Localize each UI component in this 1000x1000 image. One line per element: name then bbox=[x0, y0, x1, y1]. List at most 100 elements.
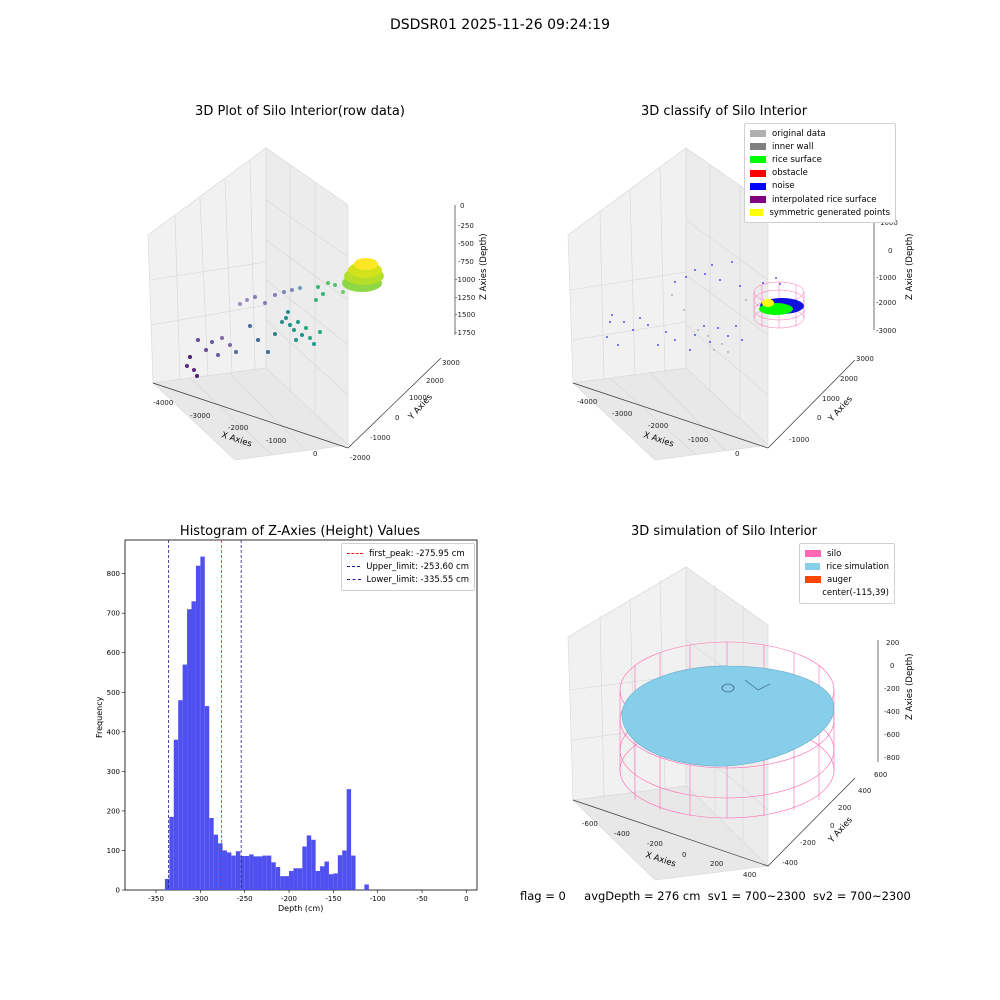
legend-label: first_peak: -275.95 cm bbox=[369, 548, 465, 559]
legend-label: original data bbox=[772, 128, 826, 139]
histogram-ytick-label: 800 bbox=[107, 570, 120, 578]
histogram-xtick-label: -300 bbox=[192, 895, 208, 903]
raw-ztick: -500 bbox=[458, 240, 474, 248]
legend-item: first_peak: -275.95 cm bbox=[347, 547, 469, 560]
histogram-bar bbox=[164, 878, 170, 890]
legend-label: silo bbox=[827, 548, 842, 559]
raw-plot-title: 3D Plot of Silo Interior(row data) bbox=[195, 104, 405, 119]
histogram-ylabel: Frequency bbox=[95, 696, 104, 738]
histogram-xtick-label: -200 bbox=[281, 895, 297, 903]
legend-item: Upper_limit: -253.60 cm bbox=[347, 560, 469, 573]
raw-3d-plot: -4000 -3000 -2000 -1000 0 -2000 -1000 0 … bbox=[147, 147, 489, 462]
raw-3d-ticks: -4000 -3000 -2000 -1000 0 -2000 -1000 0 … bbox=[153, 202, 475, 462]
legend-swatch bbox=[750, 182, 766, 190]
simulation-xtick: -400 bbox=[614, 830, 630, 838]
histogram-bar bbox=[364, 884, 369, 890]
raw-ytick: 1000 bbox=[409, 394, 427, 402]
histogram-bar bbox=[209, 818, 214, 890]
classify-zlabel: Z Axies (Depth) bbox=[905, 233, 915, 300]
legend-swatch bbox=[347, 566, 361, 568]
raw-xtick: -1000 bbox=[266, 437, 286, 445]
legend-label: Upper_limit: -253.60 cm bbox=[366, 561, 469, 572]
legend-item: symmetric generated points bbox=[750, 206, 890, 219]
histogram-frame bbox=[124, 539, 478, 891]
simulation-ytick: 0 bbox=[830, 822, 834, 830]
simulation-ytick: -200 bbox=[800, 839, 816, 847]
legend-swatch bbox=[750, 196, 766, 204]
simulation-legend: silo rice simulation auger center(-115,3… bbox=[799, 543, 895, 604]
legend-swatch bbox=[750, 156, 766, 164]
raw-ytick: -2000 bbox=[350, 454, 370, 462]
simulation-plot-title: 3D simulation of Silo Interior bbox=[631, 524, 817, 539]
raw-xtick: 0 bbox=[313, 450, 317, 458]
histogram-bar bbox=[280, 876, 285, 890]
raw-ztick: -750 bbox=[458, 258, 474, 266]
raw-xtick: -3000 bbox=[190, 412, 210, 420]
histogram-bar bbox=[222, 850, 227, 890]
histogram-bar bbox=[178, 700, 183, 890]
classify-xtick: 0 bbox=[735, 450, 739, 458]
raw-ztick: -1250 bbox=[455, 294, 475, 302]
simulation-zlabel: Z Axies (Depth) bbox=[905, 653, 915, 720]
histogram-bar bbox=[306, 835, 312, 890]
simulation-ytick: 400 bbox=[858, 787, 871, 795]
legend-item: auger bbox=[805, 573, 889, 586]
classify-3d-axes bbox=[572, 222, 875, 449]
sv2-text: sv2 = 700~2300 bbox=[812, 889, 911, 903]
raw-scatter-points bbox=[185, 278, 349, 378]
histogram-xtick-label: 0 bbox=[464, 895, 468, 903]
legend-label: interpolated rice surface bbox=[772, 194, 877, 205]
flag-text: flag = 0 bbox=[520, 889, 566, 903]
histogram-bar bbox=[253, 856, 258, 890]
simulation-xtick: 400 bbox=[743, 871, 756, 879]
classify-ztick: -1000 bbox=[876, 274, 896, 282]
histogram-bar bbox=[284, 876, 290, 890]
classify-xtick: -1000 bbox=[688, 436, 708, 444]
histogram-bar bbox=[187, 609, 192, 890]
histogram-bar bbox=[315, 871, 321, 890]
sv1-text: sv1 = 700~2300 bbox=[707, 889, 806, 903]
legend-swatch bbox=[347, 579, 361, 581]
legend-item: rice surface bbox=[750, 153, 890, 166]
classify-3d-grid bbox=[569, 165, 769, 455]
legend-item: original data bbox=[750, 127, 890, 140]
histogram-bar bbox=[204, 706, 210, 890]
legend-swatch bbox=[750, 169, 766, 177]
histogram-ytick-label: 400 bbox=[107, 728, 120, 736]
histogram-bar bbox=[275, 867, 281, 890]
legend-swatch bbox=[805, 590, 816, 597]
raw-ztick: 0 bbox=[460, 202, 464, 210]
simulation-rice-surface bbox=[621, 665, 835, 767]
simulation-xtick: -200 bbox=[647, 840, 663, 848]
legend-item: inner wall bbox=[750, 140, 890, 153]
histogram-ytick-label: 0 bbox=[116, 887, 120, 895]
legend-label: center(-115,39) bbox=[822, 588, 889, 599]
legend-swatch bbox=[750, 143, 766, 151]
legend-item: center(-115,39) bbox=[805, 587, 889, 600]
histogram-bar bbox=[328, 874, 334, 890]
histogram-bar bbox=[231, 855, 236, 890]
classify-ytick: 2000 bbox=[840, 375, 858, 383]
histogram-bar bbox=[200, 556, 205, 890]
histogram-bar bbox=[195, 565, 201, 890]
simulation-3d-axes bbox=[572, 640, 879, 867]
raw-ztick: -1000 bbox=[455, 276, 475, 284]
legend-label: symmetric generated points bbox=[769, 207, 890, 218]
histogram-ytick-label: 200 bbox=[107, 807, 120, 815]
raw-ytick: -1000 bbox=[370, 434, 390, 442]
classify-ztick: 0 bbox=[888, 247, 892, 255]
histogram-bar bbox=[213, 834, 219, 890]
classify-ztick: -3000 bbox=[876, 327, 896, 335]
raw-3d-panes bbox=[147, 147, 349, 461]
histogram-ytick-label: 700 bbox=[107, 610, 120, 618]
classify-ytick: -1000 bbox=[789, 436, 809, 444]
classify-ytick: 1000 bbox=[822, 395, 840, 403]
legend-item: obstacle bbox=[750, 167, 890, 180]
figure-title: DSDSR01 2025-11-26 09:24:19 bbox=[389, 17, 610, 33]
legend-label: auger bbox=[827, 574, 852, 585]
simulation-ztick: -200 bbox=[884, 685, 900, 693]
histogram-bar bbox=[235, 851, 241, 890]
raw-ytick: 2000 bbox=[426, 377, 444, 385]
classify-plot-title: 3D classify of Silo Interior bbox=[640, 104, 808, 119]
classify-xtick: -4000 bbox=[577, 398, 597, 406]
